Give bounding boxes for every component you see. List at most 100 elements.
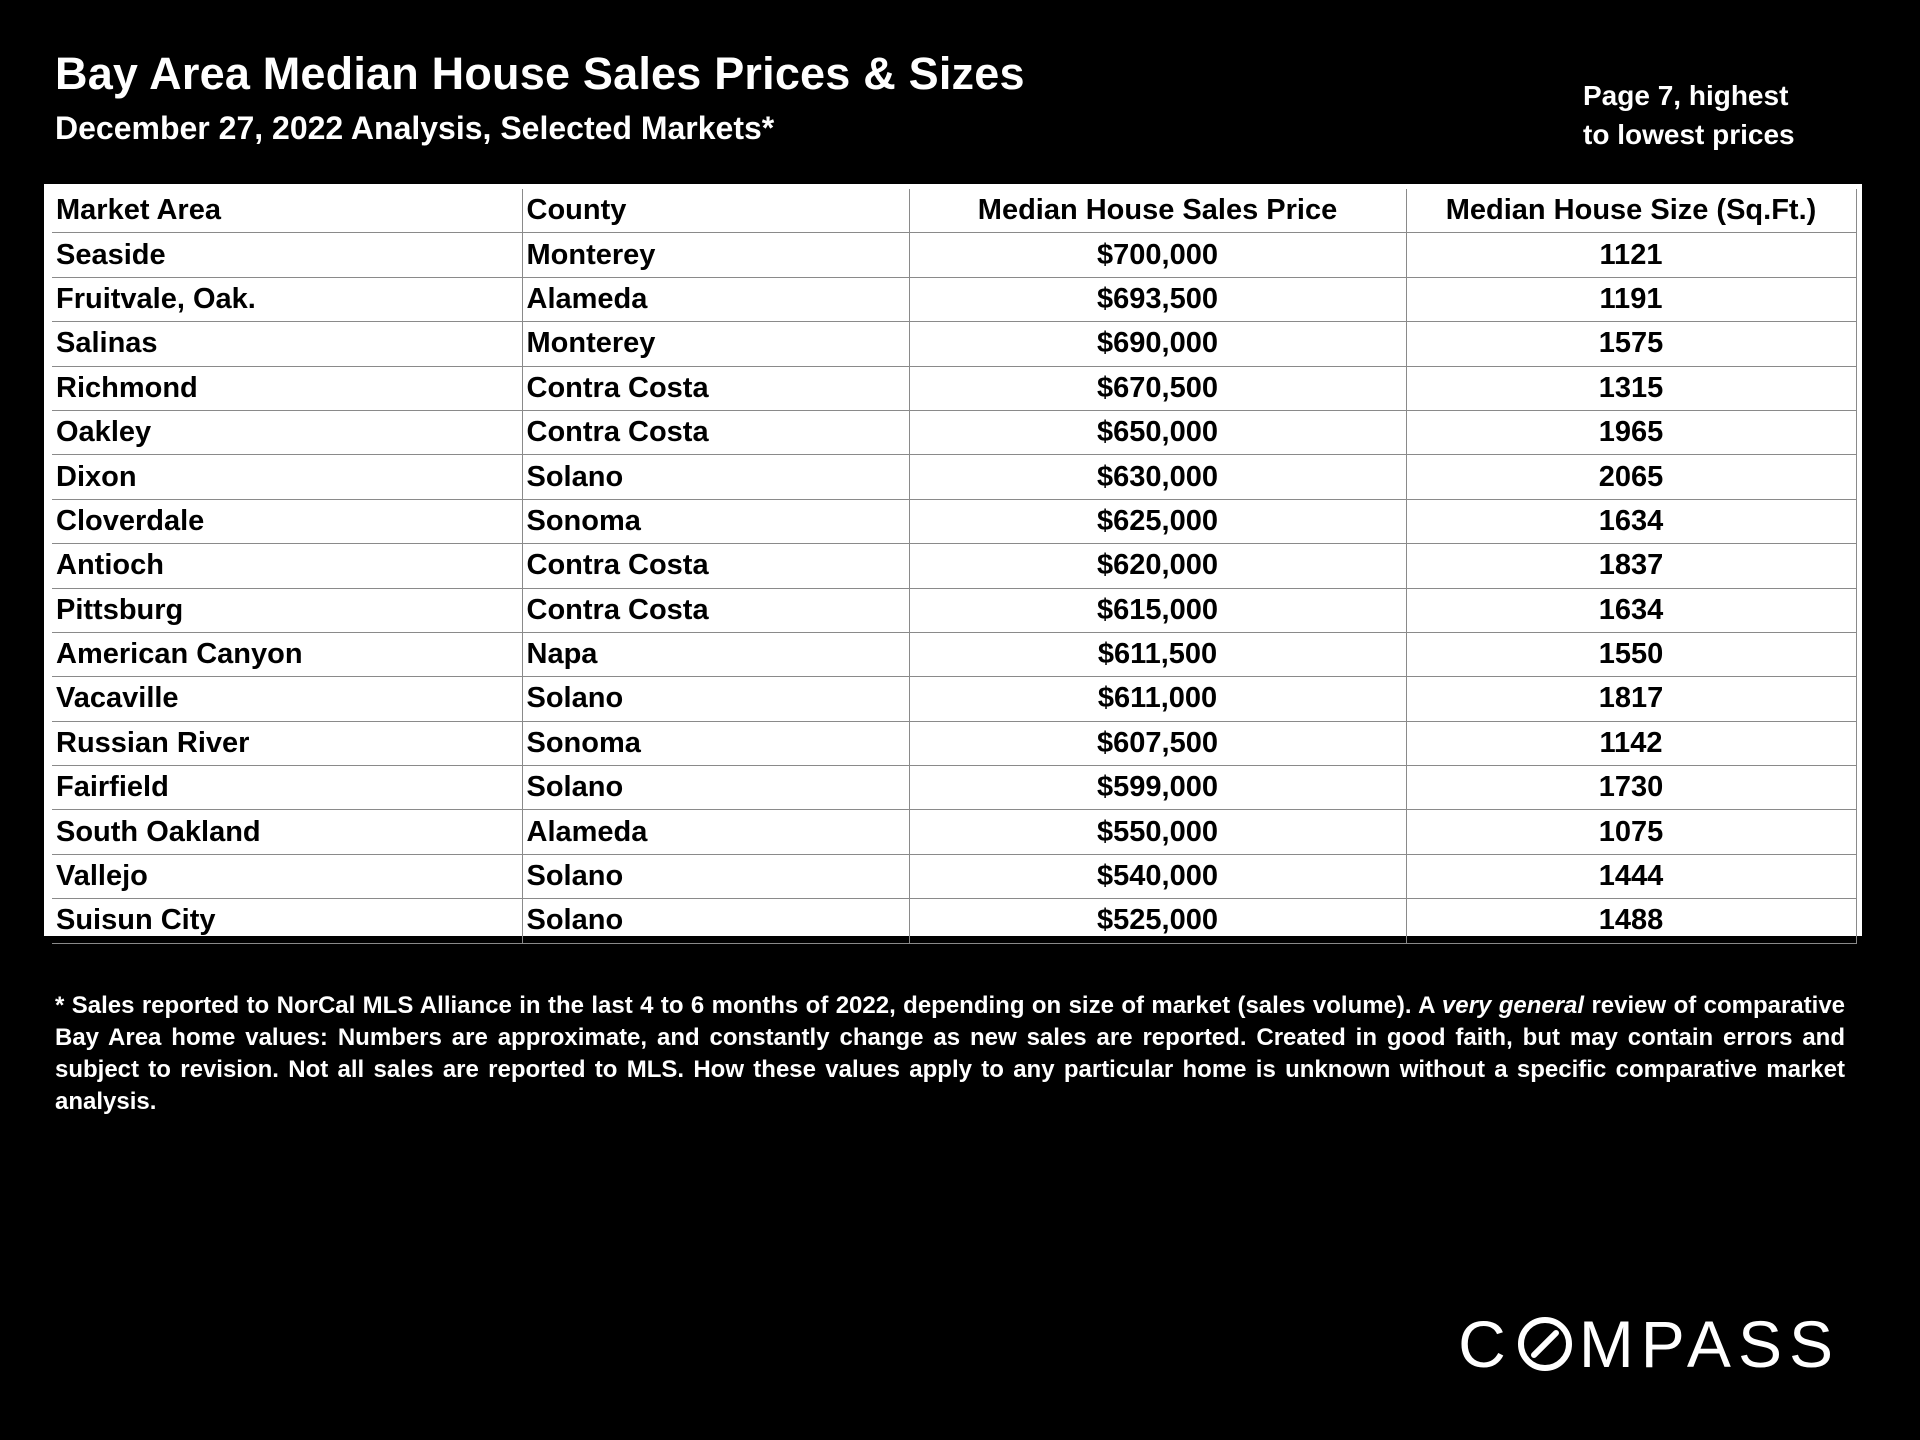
table-row: Antioch Contra Costa $620,000 1837 <box>52 543 1857 589</box>
cell-median-price: $611,000 <box>908 676 1407 722</box>
cell-market-area: Russian River <box>52 720 523 767</box>
table-row: Oakley Contra Costa $650,000 1965 <box>52 409 1857 456</box>
cell-market-area: American Canyon <box>52 631 523 678</box>
cell-median-size: 1965 <box>1405 409 1857 456</box>
cell-median-size: 1634 <box>1405 587 1857 633</box>
cell-median-price: $700,000 <box>908 232 1407 278</box>
column-header-county: County <box>521 189 910 234</box>
logo-text-end: MPASS <box>1578 1307 1840 1381</box>
cell-county: Sonoma <box>521 720 910 767</box>
cell-market-area: South Oakland <box>52 809 523 855</box>
cell-median-price: $540,000 <box>908 853 1407 900</box>
cell-county: Sonoma <box>521 498 910 545</box>
cell-county: Solano <box>521 898 910 944</box>
cell-median-size: 1488 <box>1405 898 1857 944</box>
cell-median-price: $650,000 <box>908 409 1407 456</box>
cell-market-area: Antioch <box>52 543 523 589</box>
cell-median-price: $620,000 <box>908 543 1407 589</box>
cell-median-size: 1142 <box>1405 720 1857 767</box>
market-table-container: Market Area County Median House Sales Pr… <box>44 184 1862 944</box>
table-row: Salinas Monterey $690,000 1575 <box>52 321 1857 367</box>
compass-o-icon <box>1517 1317 1572 1371</box>
footnote-emphasis: very general <box>1441 992 1585 1019</box>
cell-market-area: Pittsburg <box>52 587 523 633</box>
column-header-market-area: Market Area <box>52 189 523 234</box>
cell-county: Contra Costa <box>521 543 910 589</box>
cell-median-size: 1191 <box>1405 276 1857 323</box>
cell-market-area: Fairfield <box>52 765 523 811</box>
cell-median-size: 1730 <box>1405 765 1857 811</box>
cell-median-price: $625,000 <box>908 498 1407 545</box>
cell-median-size: 1837 <box>1405 543 1857 589</box>
cell-median-size: 1817 <box>1405 676 1857 722</box>
table-row: American Canyon Napa $611,500 1550 <box>52 631 1857 678</box>
cell-county: Alameda <box>521 276 910 323</box>
cell-median-price: $550,000 <box>908 809 1407 855</box>
cell-county: Contra Costa <box>521 365 910 411</box>
cell-county: Alameda <box>521 809 910 855</box>
page-note-line: to lowest prices <box>1583 119 1795 150</box>
page-title: Bay Area Median House Sales Prices & Siz… <box>55 48 1025 99</box>
cell-median-size: 1634 <box>1405 498 1857 545</box>
cell-median-size: 1444 <box>1405 853 1857 900</box>
cell-market-area: Oakley <box>52 409 523 456</box>
table-row: Pittsburg Contra Costa $615,000 1634 <box>52 587 1857 633</box>
cell-market-area: Cloverdale <box>52 498 523 545</box>
column-header-median-size: Median House Size (Sq.Ft.) <box>1405 189 1857 234</box>
table-row: Russian River Sonoma $607,500 1142 <box>52 720 1857 767</box>
cell-county: Monterey <box>521 321 910 367</box>
table-row: Fairfield Solano $599,000 1730 <box>52 765 1857 811</box>
cell-median-price: $693,500 <box>908 276 1407 323</box>
cell-median-price: $599,000 <box>908 765 1407 811</box>
table-body: Seaside Monterey $700,000 1121 Fruitvale, Oa… <box>52 232 1857 944</box>
cell-county: Solano <box>521 765 910 811</box>
cell-market-area: Suisun City <box>52 898 523 944</box>
cell-market-area: Richmond <box>52 365 523 411</box>
cell-market-area: Vallejo <box>52 853 523 900</box>
cell-median-price: $525,000 <box>908 898 1407 944</box>
table-row: South Oakland Alameda $550,000 1075 <box>52 809 1857 855</box>
cell-median-size: 1121 <box>1405 232 1857 278</box>
cell-median-price: $607,500 <box>908 720 1407 767</box>
table-row: Cloverdale Sonoma $625,000 1634 <box>52 498 1857 545</box>
page-subtitle: December 27, 2022 Analysis, Selected Mar… <box>55 110 775 146</box>
cell-median-price: $611,500 <box>908 631 1407 678</box>
footnote: * Sales reported to NorCal MLS Alliance … <box>55 990 1845 1118</box>
cell-county: Contra Costa <box>521 587 910 633</box>
cell-market-area: Salinas <box>52 321 523 367</box>
logo-text-start: C <box>1458 1307 1513 1381</box>
cell-median-size: 1315 <box>1405 365 1857 411</box>
cell-median-price: $615,000 <box>908 587 1407 633</box>
cell-median-size: 2065 <box>1405 454 1857 500</box>
page-note: Page 7, highest to lowest prices <box>1583 76 1843 154</box>
table-row: Fruitvale, Oak. Alameda $693,500 1191 <box>52 276 1857 323</box>
cell-county: Solano <box>521 853 910 900</box>
cell-median-price: $630,000 <box>908 454 1407 500</box>
cell-median-size: 1575 <box>1405 321 1857 367</box>
table-row: Dixon Solano $630,000 2065 <box>52 454 1857 500</box>
compass-logo: C MPASS <box>1458 1307 1840 1381</box>
cell-county: Contra Costa <box>521 409 910 456</box>
cell-county: Solano <box>521 676 910 722</box>
cell-market-area: Fruitvale, Oak. <box>52 276 523 323</box>
cell-median-price: $670,500 <box>908 365 1407 411</box>
table-row: Seaside Monterey $700,000 1121 <box>52 232 1857 278</box>
footnote-text-continued: review of comparative Bay Area home valu… <box>55 992 1846 1115</box>
cell-market-area: Dixon <box>52 454 523 500</box>
cell-median-size: 1550 <box>1405 631 1857 678</box>
page-note-line: Page 7, highest <box>1583 80 1789 111</box>
table-row: Suisun City Solano $525,000 1488 <box>52 898 1857 944</box>
cell-market-area: Vacaville <box>52 676 523 722</box>
market-table: Market Area County Median House Sales Pr… <box>52 189 1857 944</box>
cell-market-area: Seaside <box>52 232 523 278</box>
table-row: Vallejo Solano $540,000 1444 <box>52 853 1857 900</box>
table-row: Richmond Contra Costa $670,500 1315 <box>52 365 1857 411</box>
cell-county: Monterey <box>521 232 910 278</box>
footnote-text: * Sales reported to NorCal MLS Alliance … <box>55 992 1442 1019</box>
cell-county: Solano <box>521 454 910 500</box>
cell-median-price: $690,000 <box>908 321 1407 367</box>
cell-county: Napa <box>521 631 910 678</box>
table-row: Vacaville Solano $611,000 1817 <box>52 676 1857 722</box>
cell-median-size: 1075 <box>1405 809 1857 855</box>
column-header-median-price: Median House Sales Price <box>908 189 1407 234</box>
